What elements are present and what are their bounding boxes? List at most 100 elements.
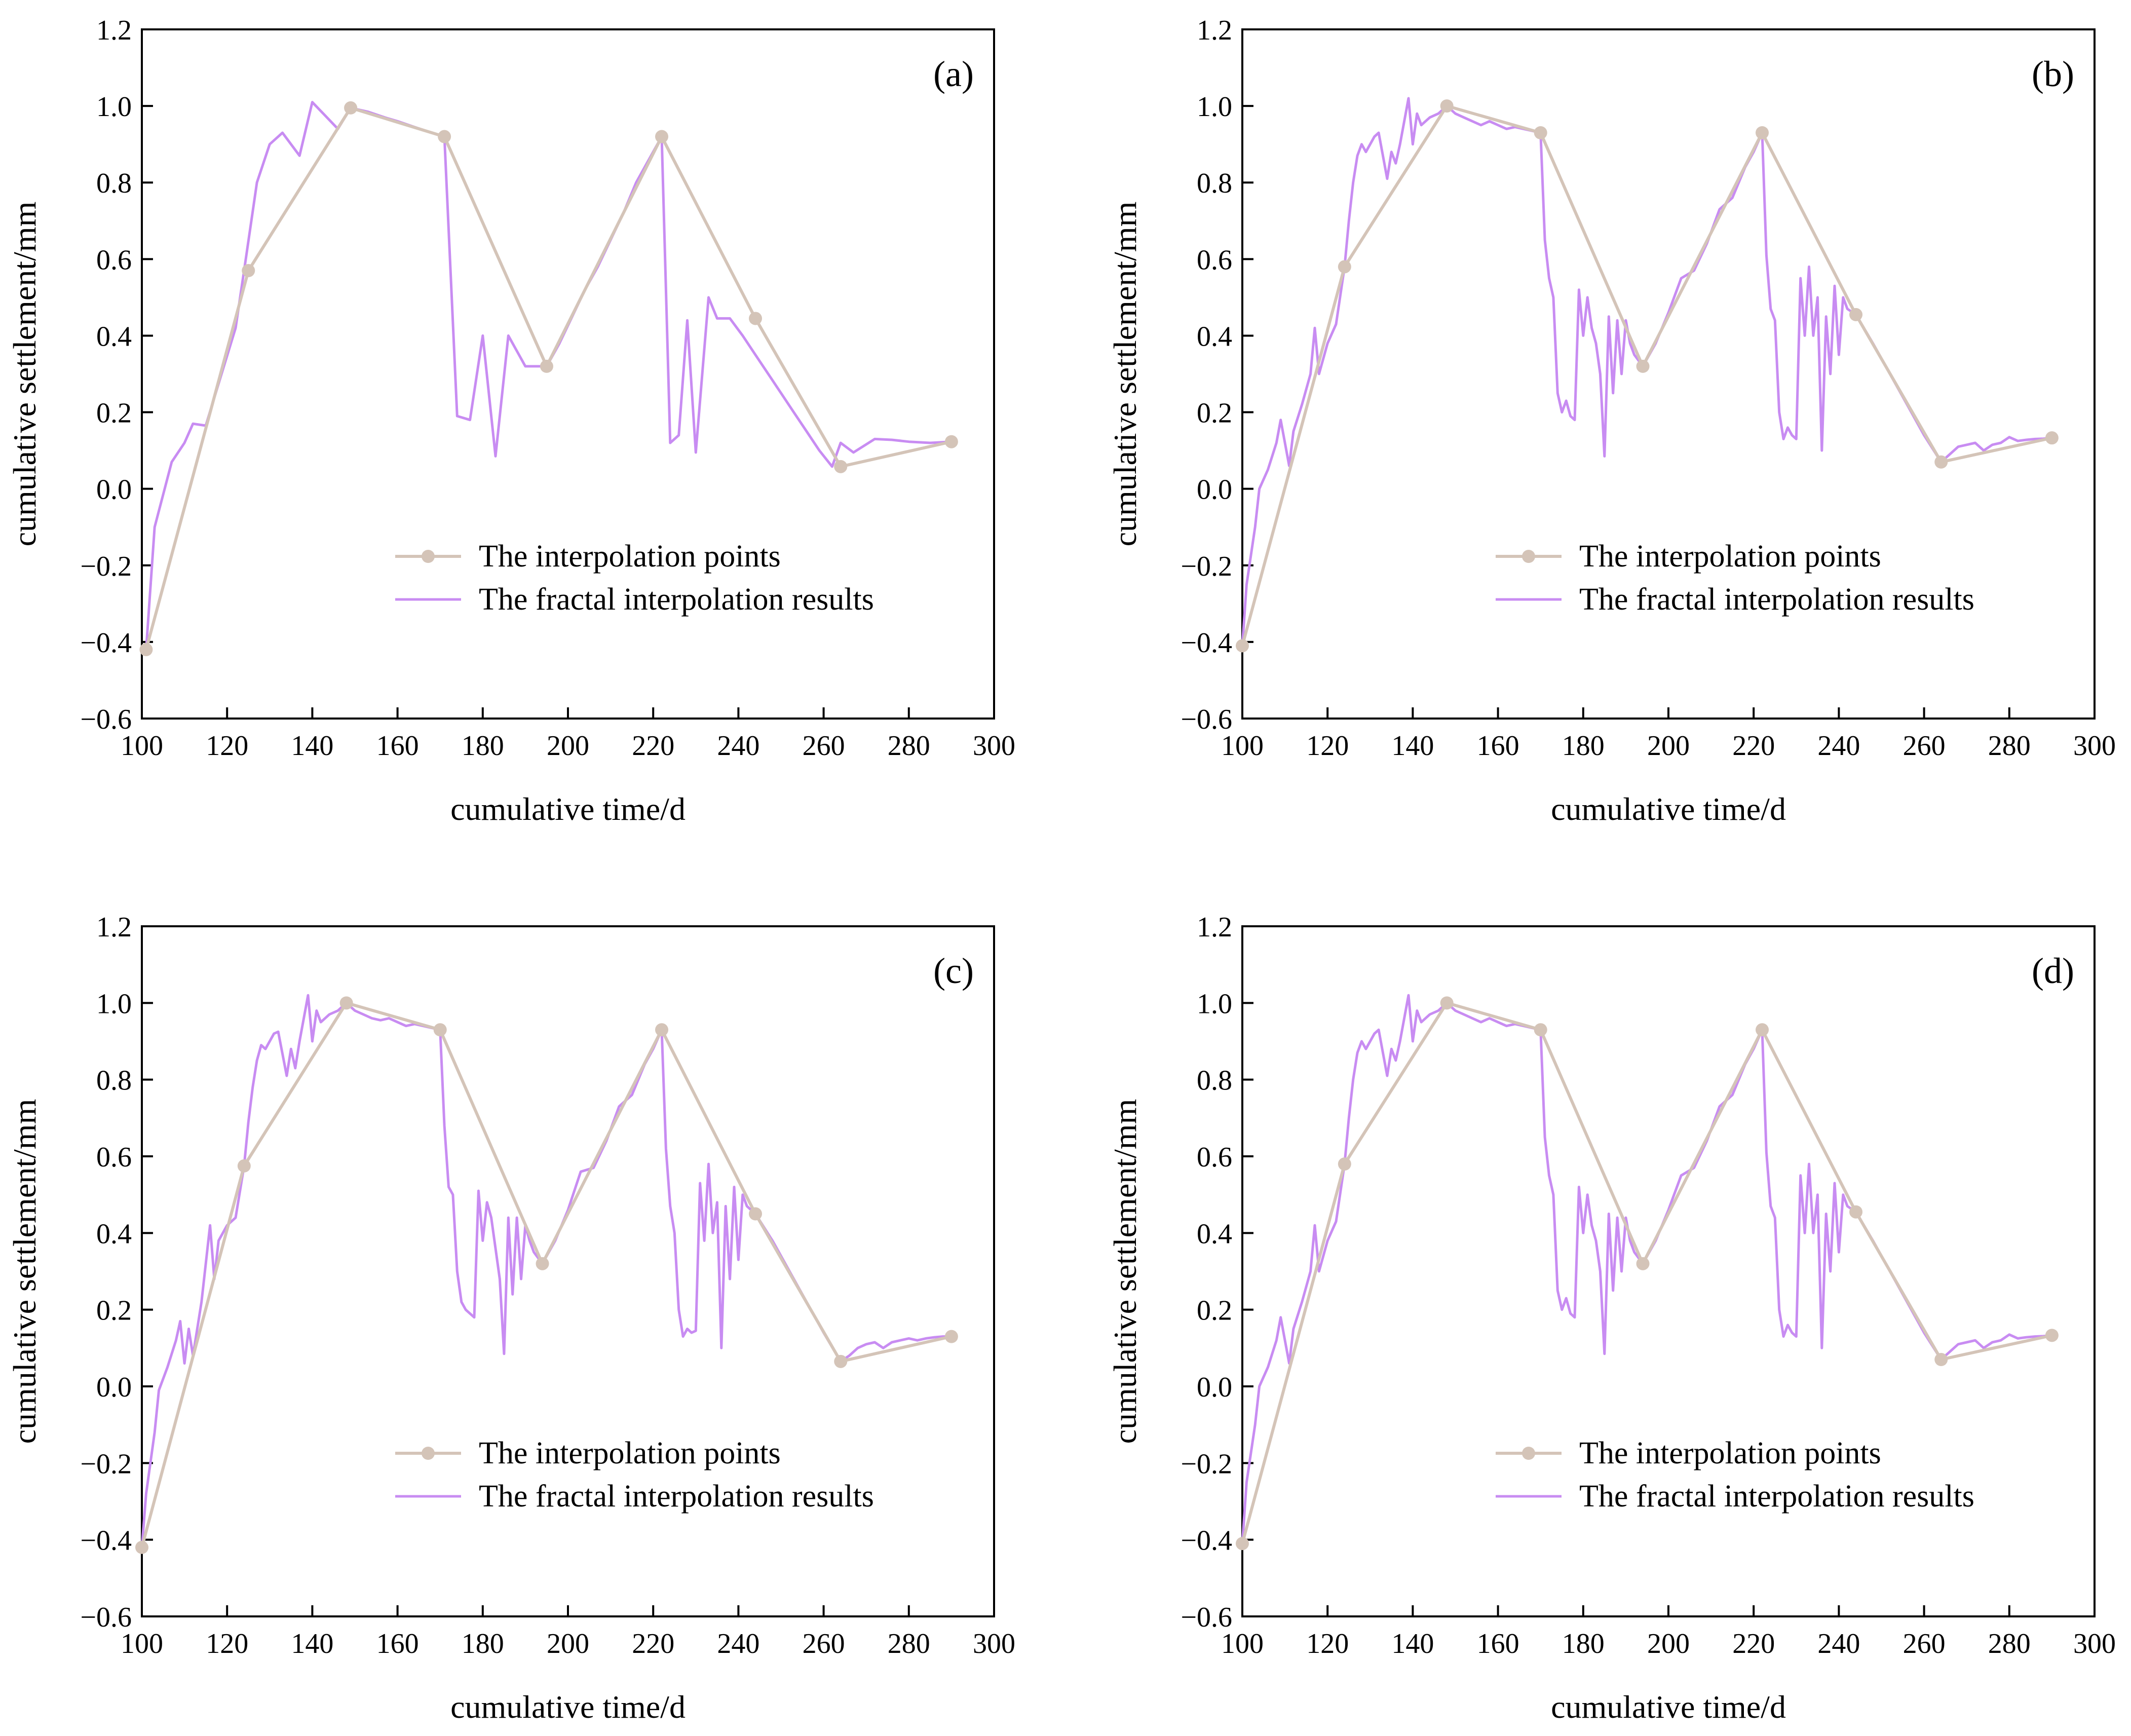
y-tick-label: 0.6: [96, 244, 132, 276]
legend-marker-interpolation: [422, 550, 435, 563]
fractal-result-line: [1241, 994, 2053, 1545]
y-tick-label: −0.4: [80, 1525, 132, 1557]
legend-marker-interpolation: [1522, 1447, 1535, 1460]
y-tick-label: 0.8: [1197, 168, 1232, 199]
interpolation-point: [433, 1023, 447, 1037]
y-tick-label: 0.0: [1197, 1372, 1232, 1403]
interpolation-point: [135, 1540, 148, 1554]
y-tick-label: 0.6: [1197, 1142, 1232, 1173]
interpolation-point: [1236, 1537, 1249, 1551]
legend-label-fractal: The fractal interpolation results: [479, 1479, 874, 1514]
interpolation-point: [536, 1257, 549, 1270]
x-tick-label: 180: [462, 730, 504, 762]
legend-label-interpolation: The interpolation points: [479, 1436, 781, 1470]
y-tick-label: −0.2: [1181, 551, 1232, 582]
x-tick-label: 140: [1391, 1628, 1434, 1659]
legend-label-fractal: The fractal interpolation results: [479, 582, 874, 617]
x-tick-label: 240: [1817, 730, 1860, 762]
y-tick-label: −0.4: [1181, 627, 1232, 659]
interpolation-point: [1440, 99, 1454, 113]
y-tick-label: 0.4: [1197, 321, 1232, 352]
interpolation-point: [749, 312, 763, 325]
chart-panel: 100 120 140 160 180 200 220 240 260 280 300 −0.6 −0.…: [1107, 912, 2116, 1725]
legend-label-interpolation: The interpolation points: [479, 539, 781, 574]
x-tick-label: 220: [632, 1628, 674, 1659]
chart-panel: 100 120 140 160 180 200 220 240 260 280 300 −0.6 −0.…: [1107, 15, 2116, 827]
y-tick-label: −0.2: [80, 551, 132, 582]
x-tick-label: 160: [376, 1628, 419, 1659]
fractal-result-line: [140, 994, 953, 1549]
x-tick-label: 200: [1647, 730, 1690, 762]
y-tick-label: 0.4: [96, 1218, 132, 1250]
y-tick-label: 0.8: [96, 168, 132, 199]
y-tick-label: 1.0: [96, 91, 132, 123]
legend-marker-interpolation: [1522, 550, 1535, 563]
interpolation-point: [1934, 455, 1948, 469]
interpolation-point: [749, 1207, 763, 1221]
x-tick-label: 220: [1732, 1628, 1775, 1659]
x-tick-label: 120: [206, 1628, 248, 1659]
y-axis-label: cumulative settlement/mm: [7, 202, 43, 547]
y-tick-label: 1.2: [96, 15, 132, 46]
y-tick-label: 1.2: [1197, 912, 1232, 943]
x-tick-label: 100: [121, 1628, 163, 1659]
x-axis-label: cumulative time/d: [1551, 791, 1786, 827]
y-tick-label: 0.2: [1197, 398, 1232, 429]
legend-label-interpolation: The interpolation points: [1579, 1436, 1881, 1470]
y-tick-label: −0.6: [1181, 1602, 1232, 1633]
y-tick-label: −0.4: [80, 627, 132, 659]
chart-panel: 100 120 140 160 180 200 220 240 260 280 300 −0.6 −0.…: [7, 15, 1015, 827]
x-tick-label: 300: [973, 1628, 1015, 1659]
y-axis-label: cumulative settlement/mm: [7, 1099, 43, 1444]
x-tick-label: 200: [547, 730, 589, 762]
interpolation-point: [139, 643, 153, 656]
interpolation-point: [1934, 1353, 1948, 1367]
y-tick-label: 0.0: [96, 474, 132, 506]
y-tick-label: 1.2: [96, 912, 132, 943]
x-tick-label: 140: [291, 730, 333, 762]
x-tick-label: 160: [1477, 1628, 1519, 1659]
x-tick-label: 120: [206, 730, 248, 762]
x-tick-label: 140: [291, 1628, 333, 1659]
x-tick-label: 200: [547, 1628, 589, 1659]
y-tick-label: −0.6: [1181, 704, 1232, 735]
interpolation-point: [438, 130, 451, 143]
y-tick-label: 0.8: [1197, 1065, 1232, 1097]
interpolation-point: [2045, 1329, 2059, 1342]
x-tick-label: 280: [888, 730, 930, 762]
x-tick-label: 100: [1221, 730, 1264, 762]
interpolation-point: [1636, 359, 1650, 373]
x-tick-label: 200: [1647, 1628, 1690, 1659]
x-tick-label: 280: [1988, 1628, 2031, 1659]
interpolation-point: [1534, 1023, 1547, 1037]
interpolation-point: [237, 1159, 251, 1173]
interpolation-point: [944, 435, 958, 448]
x-axis-label: cumulative time/d: [1551, 1689, 1786, 1725]
y-tick-label: 0.0: [96, 1372, 132, 1403]
interpolation-point: [1338, 1157, 1351, 1171]
panel-label: (b): [2032, 54, 2074, 94]
interpolation-point: [1338, 260, 1351, 274]
x-tick-label: 140: [1391, 730, 1434, 762]
x-tick-label: 260: [803, 1628, 845, 1659]
x-tick-label: 300: [2073, 1628, 2116, 1659]
panel-label: (a): [933, 54, 974, 94]
y-tick-label: −0.6: [80, 1602, 132, 1633]
interpolation-point: [655, 130, 669, 143]
y-tick-label: 0.4: [1197, 1218, 1232, 1250]
y-axis-label: cumulative settlement/mm: [1107, 1099, 1143, 1444]
x-tick-label: 100: [121, 730, 163, 762]
x-tick-label: 120: [1306, 730, 1349, 762]
chart-panel: 100 120 140 160 180 200 220 240 260 280 300 −0.6 −0.…: [7, 912, 1015, 1725]
y-tick-label: 1.0: [96, 988, 132, 1020]
y-tick-label: 0.2: [96, 398, 132, 429]
y-tick-label: −0.4: [1181, 1525, 1232, 1557]
y-tick-label: 1.0: [1197, 988, 1232, 1020]
y-tick-label: 1.0: [1197, 91, 1232, 123]
y-axis-label: cumulative settlement/mm: [1107, 202, 1143, 547]
interpolation-point: [834, 1354, 848, 1368]
interpolation-point: [1440, 996, 1454, 1010]
x-tick-label: 180: [462, 1628, 504, 1659]
interpolation-point: [834, 460, 848, 473]
y-tick-label: 0.6: [1197, 244, 1232, 276]
